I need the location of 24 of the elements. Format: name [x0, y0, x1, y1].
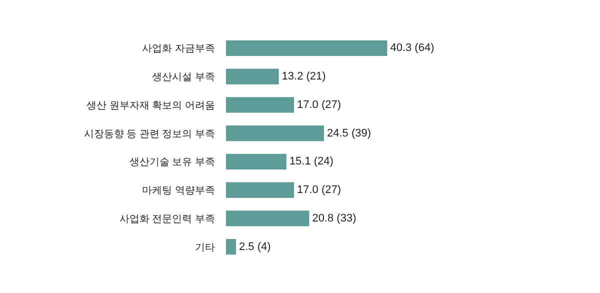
y-tick-label: 사업화 전문인력 부족 [119, 214, 215, 225]
bar [226, 154, 286, 170]
y-tick-label: 기타 [195, 242, 215, 254]
y-tick-label: 시장동향 등 관련 정보의 부족 [84, 128, 215, 140]
data-label: 15.1 (24) [289, 156, 334, 168]
bar [226, 126, 324, 142]
data-label: 24.5 (39) [327, 127, 372, 140]
data-label: 17.0 (27) [297, 184, 342, 196]
bar [226, 210, 310, 226]
data-label: 40.3 (64) [390, 42, 434, 54]
data-label: 2.5 (4) [239, 240, 271, 253]
y-tick-label: 생산시설 부족 [152, 72, 215, 84]
bar [226, 97, 294, 113]
y-tick-label: 마케팅 역량부족 [142, 186, 215, 197]
data-label: 20.8 (33) [312, 212, 356, 224]
bar [226, 68, 279, 84]
y-tick-label: 생산기술 보유 부족 [129, 157, 215, 168]
bar [226, 182, 294, 198]
bar [226, 239, 236, 255]
bar [226, 40, 388, 56]
data-label: 17.0 (27) [297, 98, 342, 111]
y-tick-label: 사업화 자금부족 [142, 44, 215, 55]
data-label: 13.2 (21) [282, 70, 326, 83]
y-tick-label: 생산 원부자재 확보의 어려움 [86, 100, 215, 112]
